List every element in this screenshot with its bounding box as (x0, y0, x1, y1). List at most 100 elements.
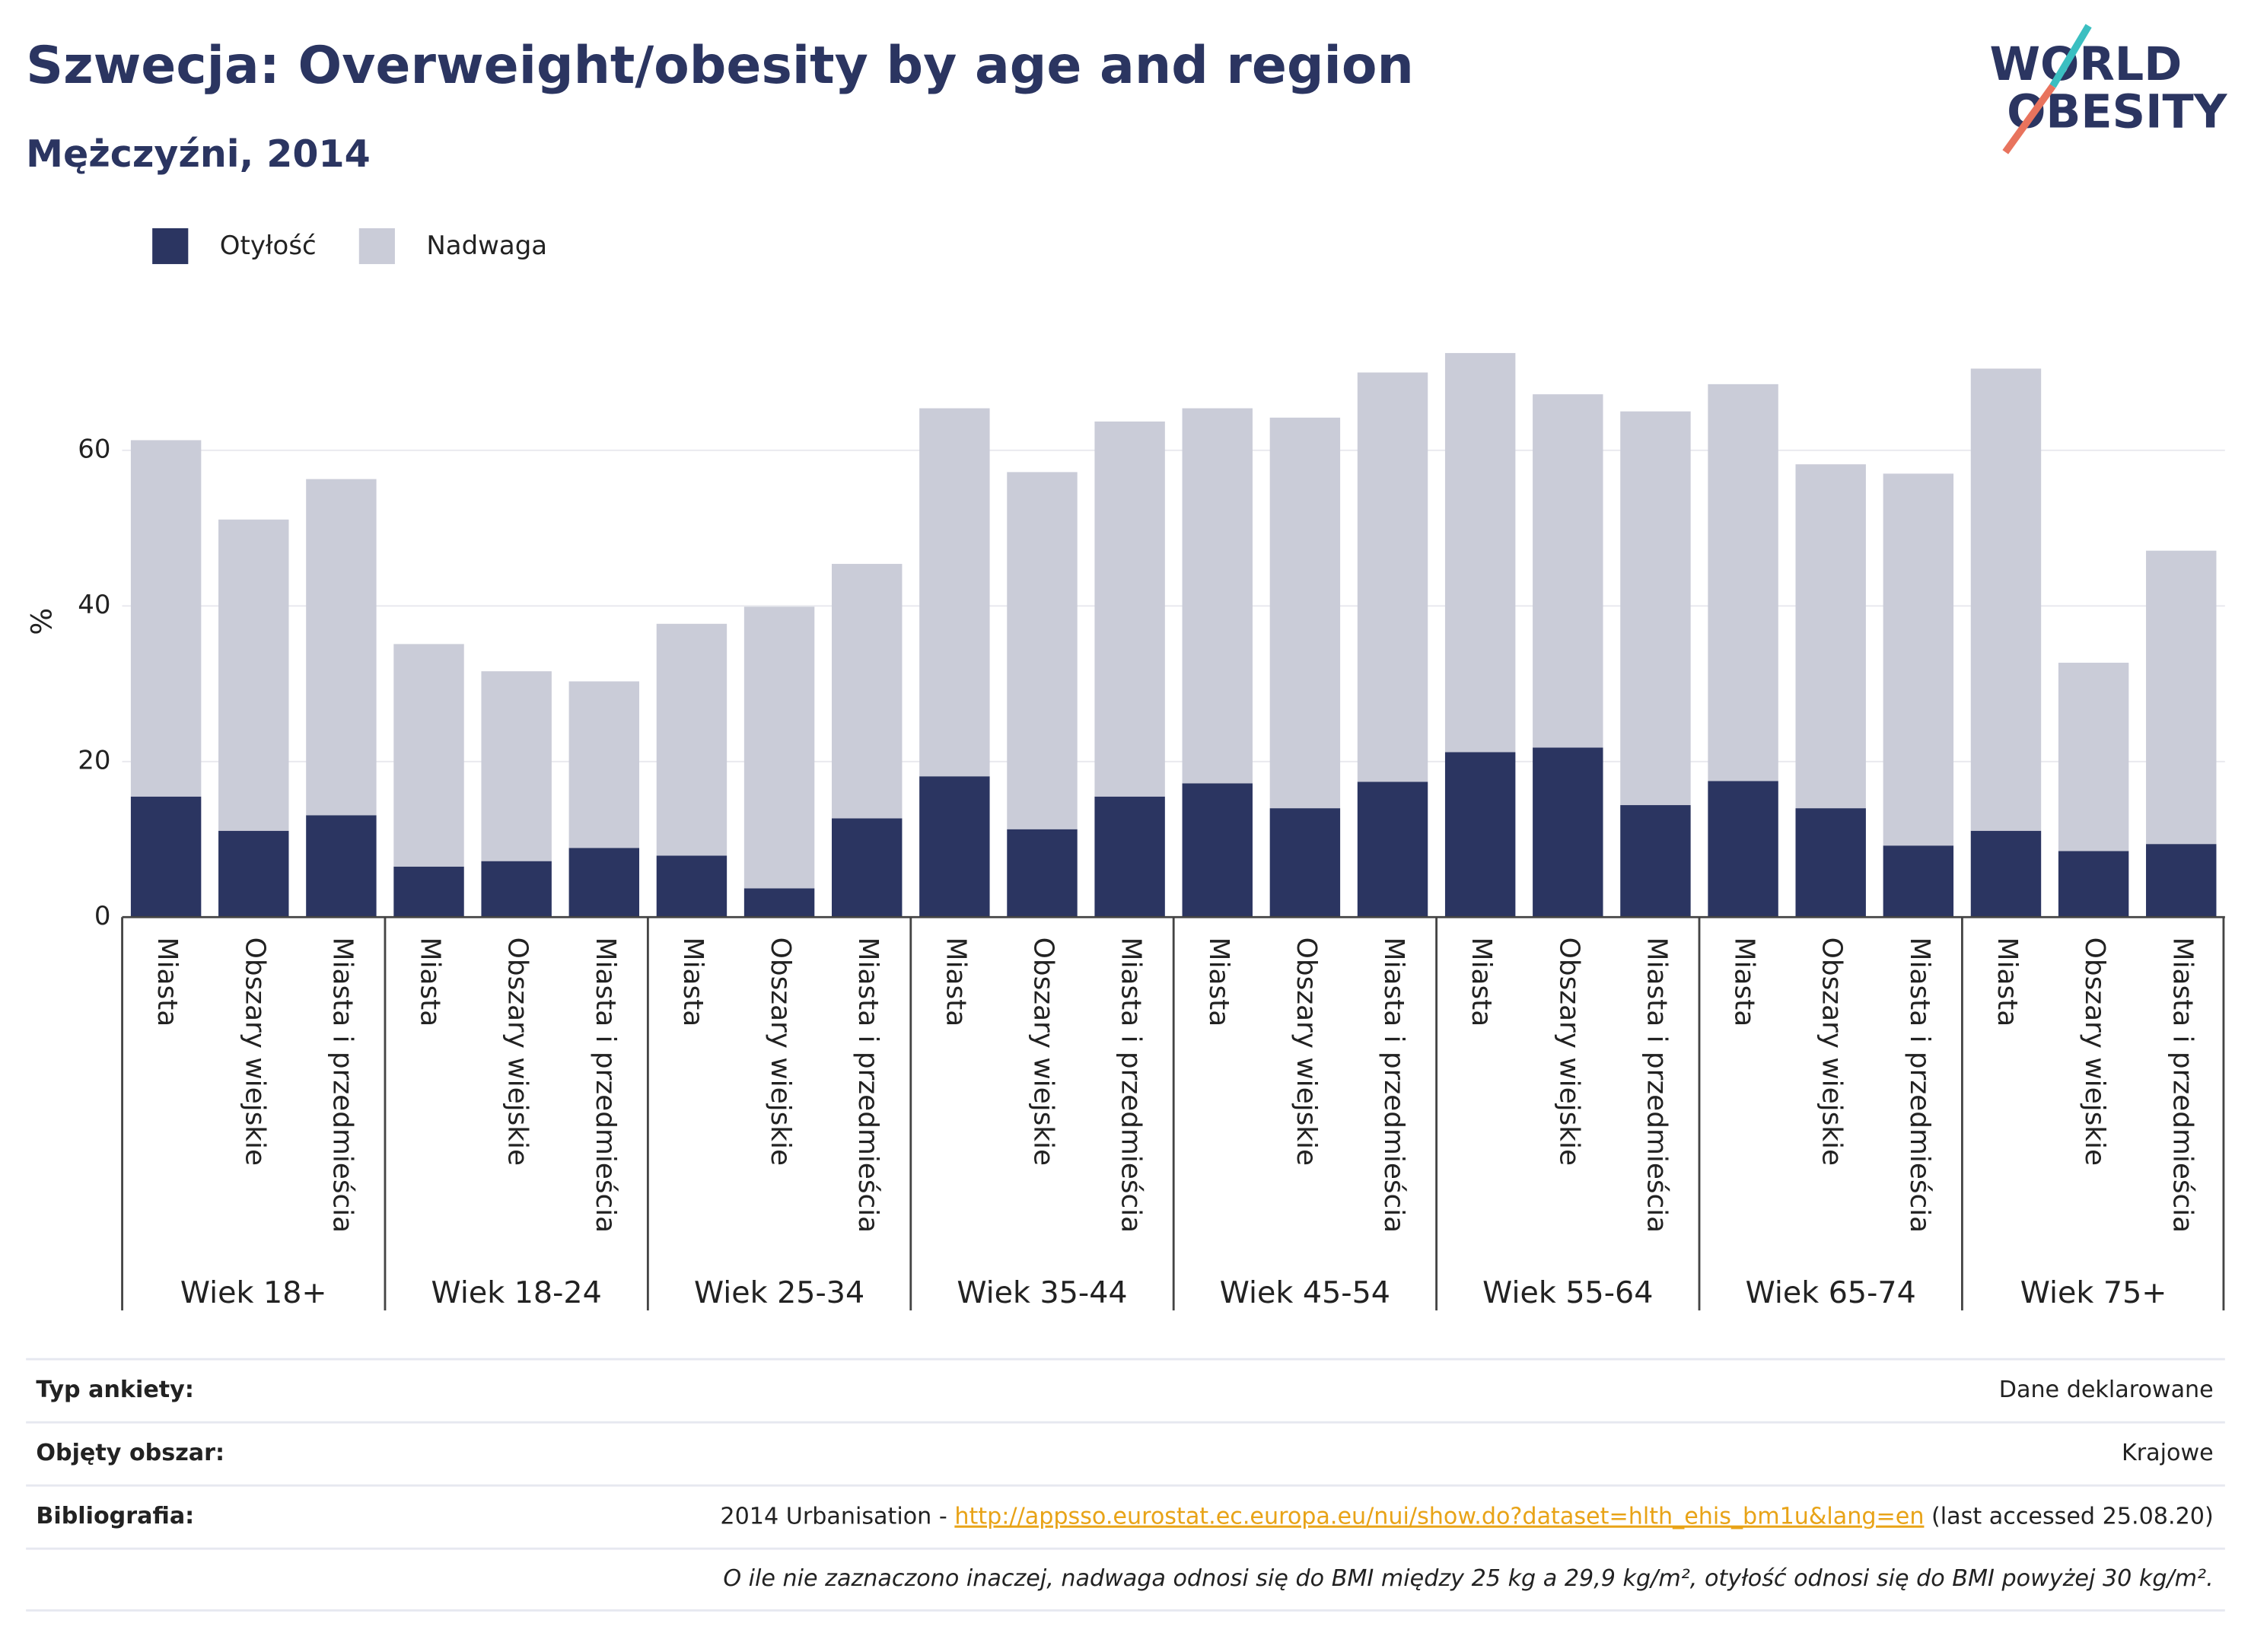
x-tick-label: Miasta i przedmieścia (2167, 937, 2198, 1233)
bar-segment (1970, 830, 2042, 918)
bar-segment (832, 564, 903, 819)
x-tick-label: Miasta i przedmieścia (590, 937, 621, 1233)
x-tick-label: Obszary wiejskie (1553, 937, 1584, 1166)
x-tick-label: Miasta (151, 937, 183, 1027)
group-label: Wiek 65-74 (1746, 1275, 1916, 1310)
x-tick-label: Miasta (415, 937, 446, 1027)
bar-segment (2146, 844, 2217, 918)
bar-segment (393, 644, 464, 867)
x-tick-label: Miasta (940, 937, 971, 1027)
group-label: Wiek 75+ (2020, 1275, 2167, 1310)
bar-segment (393, 866, 464, 918)
footer-value: 2014 Urbanisation - http://appsso.eurost… (720, 1503, 2213, 1529)
footer-label: Bibliografia: (36, 1503, 194, 1529)
y-tick-label: 20 (78, 745, 110, 775)
bar-segment (218, 830, 289, 918)
bar-segment (481, 671, 552, 861)
bar-segment (743, 606, 815, 889)
bar-segment (1269, 808, 1341, 918)
group-label: Wiek 45-54 (1220, 1275, 1390, 1310)
group-label: Wiek 25-34 (694, 1275, 864, 1310)
bar-segment (481, 861, 552, 918)
x-tick-label: Obszary wiejskie (502, 937, 533, 1166)
bar-segment (1094, 796, 1165, 918)
x-tick-label: Miasta i przedmieścia (1116, 937, 1147, 1233)
group-label: Wiek 18+ (180, 1275, 327, 1310)
group-label: Wiek 18-24 (431, 1275, 602, 1310)
y-tick-label: 0 (94, 901, 111, 931)
footer-value: Krajowe (2122, 1440, 2214, 1466)
bar-segment (1094, 421, 1165, 797)
footer-value: Dane deklarowane (1999, 1377, 2214, 1403)
x-tick-label: Miasta (1992, 937, 2023, 1027)
footer-note: O ile nie zaznaczono inaczej, nadwaga od… (723, 1565, 2213, 1592)
bar-segment (919, 408, 990, 777)
x-tick-label: Miasta (677, 937, 708, 1027)
y-tick-label: 60 (78, 434, 110, 464)
x-tick-label: Obszary wiejskie (239, 937, 270, 1166)
bar-segment (832, 818, 903, 918)
bar-segment (1182, 408, 1253, 784)
bar-segment (306, 479, 377, 816)
x-tick-label: Miasta (1203, 937, 1234, 1027)
y-tick-label: 40 (78, 590, 110, 620)
y-axis-label: % (24, 608, 58, 635)
legend-label: Nadwaga (426, 231, 547, 261)
bar-segment (1970, 368, 2042, 831)
logo-slash (2049, 24, 2092, 88)
bar-segment (2058, 662, 2129, 851)
bar-segment (2146, 550, 2217, 845)
legend-swatch (358, 228, 395, 265)
bar-segment (1883, 845, 1954, 918)
x-tick-label: Obszary wiejskie (2079, 937, 2110, 1166)
footer-label: Objęty obszar: (36, 1440, 224, 1466)
footer-text: 2014 Urbanisation - (720, 1503, 954, 1529)
bar-segment (919, 776, 990, 918)
bar-segment (1444, 352, 1516, 753)
x-tick-label: Miasta (1729, 937, 1760, 1027)
bar-segment (218, 519, 289, 831)
x-tick-label: Miasta i przedmieścia (326, 937, 358, 1233)
bar-segment (1533, 394, 1603, 748)
bar-segment (568, 848, 640, 918)
bar-segment (1007, 829, 1078, 918)
legend-swatch (152, 228, 189, 265)
bar-segment (568, 681, 640, 848)
group-label: Wiek 55-64 (1482, 1275, 1653, 1310)
bar-segment (2058, 851, 2129, 918)
x-tick-label: Obszary wiejskie (1816, 937, 1848, 1166)
logo-text: WORLD (1989, 38, 2182, 91)
x-tick-label: Miasta i przedmieścia (1378, 937, 1409, 1233)
footer-link[interactable]: http://appsso.eurostat.ec.europa.eu/nui/… (954, 1503, 1924, 1529)
bar-segment (1620, 805, 1691, 918)
x-tick-label: Obszary wiejskie (765, 937, 796, 1166)
bar-segment (1620, 411, 1691, 806)
footer-text: (last accessed 25.08.20) (1924, 1503, 2213, 1529)
bar-segment (656, 623, 728, 856)
bar-segment (1182, 783, 1253, 918)
logo-slash (2002, 84, 2056, 154)
bar-segment (1533, 747, 1603, 918)
legend-label: Otyłość (220, 231, 317, 261)
x-tick-label: Miasta (1466, 937, 1497, 1027)
bar-segment (1444, 752, 1516, 918)
chart-title: Szwecja: Overweight/obesity by age and r… (26, 36, 1414, 96)
group-label: Wiek 35-44 (957, 1275, 1127, 1310)
bar-segment (1795, 464, 1866, 809)
bar-segment (1708, 781, 1778, 918)
bar-segment (1795, 808, 1866, 918)
bar-segment (130, 796, 202, 918)
chart-subtitle: Mężczyźni, 2014 (26, 132, 371, 176)
x-tick-label: Miasta i przedmieścia (1904, 937, 1935, 1233)
bar-segment (130, 440, 202, 797)
bar-segment (743, 888, 815, 918)
bar-segment (1007, 472, 1078, 829)
x-tick-label: Miasta i przedmieścia (852, 937, 884, 1233)
bar-segment (656, 855, 728, 918)
bar-segment (1357, 781, 1428, 918)
footer-label: Typ ankiety: (36, 1377, 194, 1403)
bar-segment (1708, 384, 1778, 781)
bar-segment (1357, 372, 1428, 782)
bar-segment (1269, 417, 1341, 809)
